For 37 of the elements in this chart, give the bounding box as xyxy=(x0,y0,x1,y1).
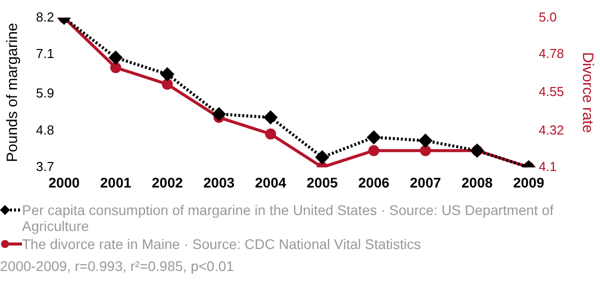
y-axis-title: Pounds of margarine xyxy=(4,22,22,162)
x-tick-label: 2008 xyxy=(461,174,493,190)
legend-label: The divorce rate in Maine · Source: CDC National Vital Statistics xyxy=(22,236,421,252)
point xyxy=(160,68,174,81)
point xyxy=(265,128,276,140)
point xyxy=(316,150,329,164)
point xyxy=(110,62,122,74)
point xyxy=(420,145,431,156)
x-tick-label: 2003 xyxy=(203,174,235,190)
point xyxy=(162,78,173,90)
y2-tick-label: 4.55 xyxy=(538,84,564,100)
y2-tick-label: 4.32 xyxy=(538,122,564,138)
text: 2000-2009, r=0.993, r²=0.985, p<0.01 xyxy=(0,258,235,274)
y2-tick-label: 4.78 xyxy=(538,46,564,61)
y-tick-label: 5.9 xyxy=(36,86,54,101)
x-tick-label: 2007 xyxy=(410,174,442,190)
legend-label: Per capita consumption of margarine in the United States · Source: US Department of Agriculture xyxy=(22,202,554,234)
y-tick-label: 4.8 xyxy=(36,122,54,138)
point xyxy=(264,110,278,124)
point xyxy=(368,145,380,156)
x-tick-label: 2004 xyxy=(254,174,286,190)
y2-tick-label: 4.1 xyxy=(538,158,557,174)
y2-axis-title: Divorce rate xyxy=(578,52,596,133)
x-tick-label: 2000 xyxy=(48,174,80,190)
y-tick-label: 7.1 xyxy=(36,46,54,61)
y2-tick-label: 5.0 xyxy=(538,9,557,24)
x-tick-label: 2009 xyxy=(513,174,544,190)
y-tick-label: 8.2 xyxy=(36,9,54,24)
x-tick-label: 2005 xyxy=(306,174,338,190)
point xyxy=(418,134,432,148)
x-tick-label: 2001 xyxy=(100,174,132,190)
x-tick-label: 2002 xyxy=(152,174,184,190)
point xyxy=(212,108,226,121)
y-tick-label: 3.7 xyxy=(36,158,54,174)
x-tick-label: 2006 xyxy=(358,174,390,190)
point xyxy=(367,130,380,144)
point xyxy=(109,51,122,64)
